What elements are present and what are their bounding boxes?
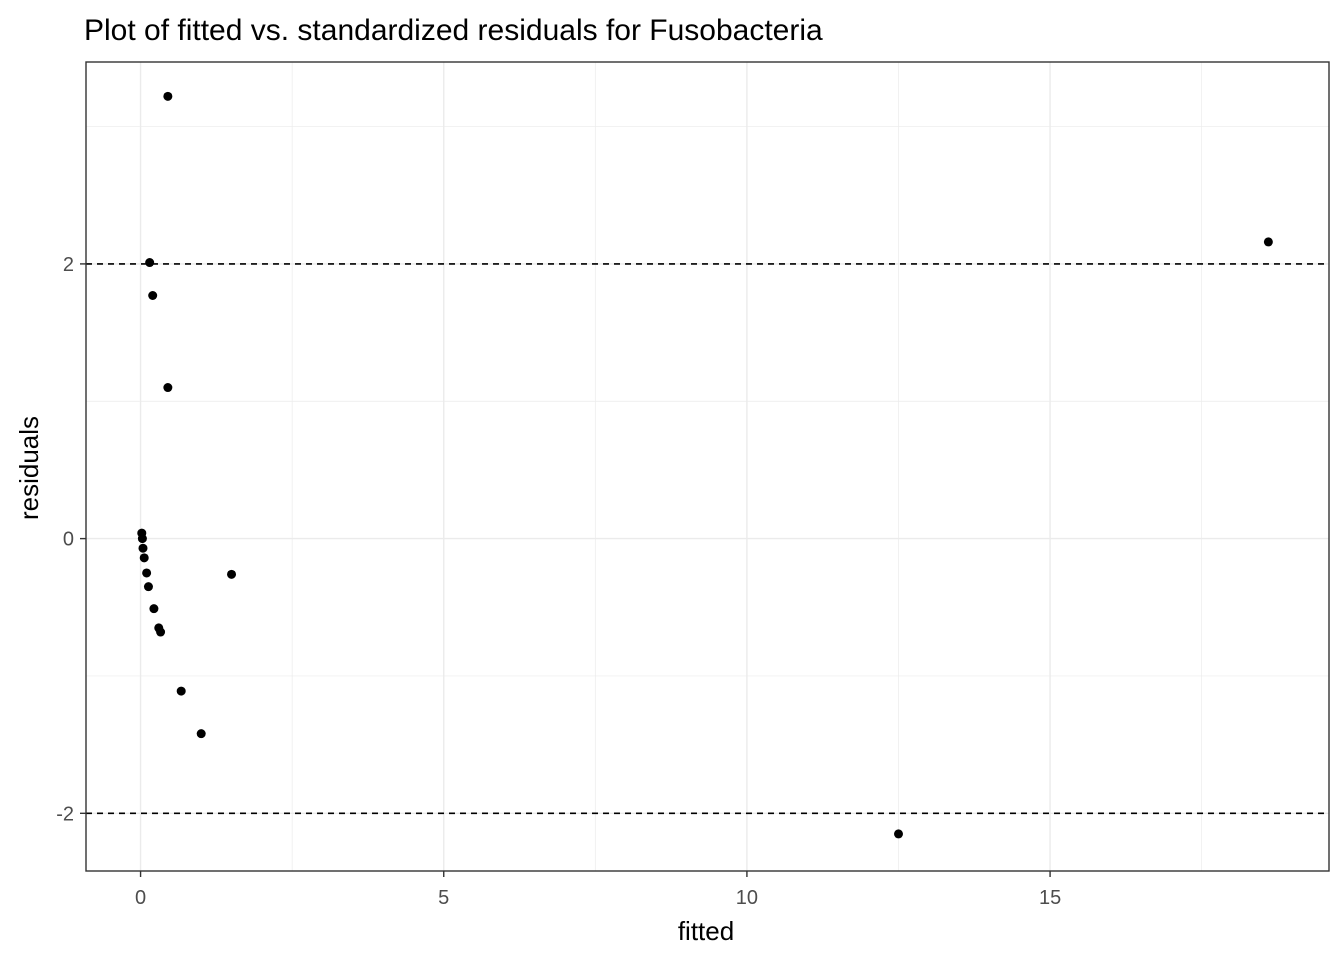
plot-panel-border	[85, 61, 1330, 872]
y-tick-label: 2	[63, 254, 74, 276]
data-point	[143, 582, 153, 592]
x-tick-label: 5	[438, 887, 449, 909]
data-point	[163, 383, 173, 393]
x-tick-label: 15	[1039, 887, 1061, 909]
data-point	[137, 534, 147, 544]
y-axis-title: residuals	[14, 416, 44, 520]
data-point	[142, 568, 152, 578]
x-axis: 0 5 10 15	[135, 871, 1061, 909]
data-point	[163, 91, 173, 101]
data-point	[196, 729, 206, 739]
data-points	[137, 91, 1273, 839]
data-point	[139, 553, 149, 563]
data-point	[227, 569, 237, 579]
data-point	[1263, 237, 1273, 247]
data-point	[138, 543, 148, 553]
y-axis: -2 0 2	[56, 254, 86, 825]
data-point	[893, 829, 903, 839]
x-axis-title: fitted	[678, 916, 734, 946]
y-tick-label: -2	[56, 803, 74, 825]
x-tick-label: 10	[736, 887, 758, 909]
data-point	[176, 686, 186, 696]
y-tick-label: 0	[63, 529, 74, 551]
data-point	[148, 290, 158, 300]
chart-title: Plot of fitted vs. standardized residual…	[84, 14, 823, 47]
data-point	[145, 258, 155, 268]
reference-lines	[86, 263, 1329, 815]
grid-lines	[86, 62, 1329, 871]
x-tick-label: 0	[135, 887, 146, 909]
data-point	[156, 627, 166, 637]
data-point	[149, 604, 159, 614]
